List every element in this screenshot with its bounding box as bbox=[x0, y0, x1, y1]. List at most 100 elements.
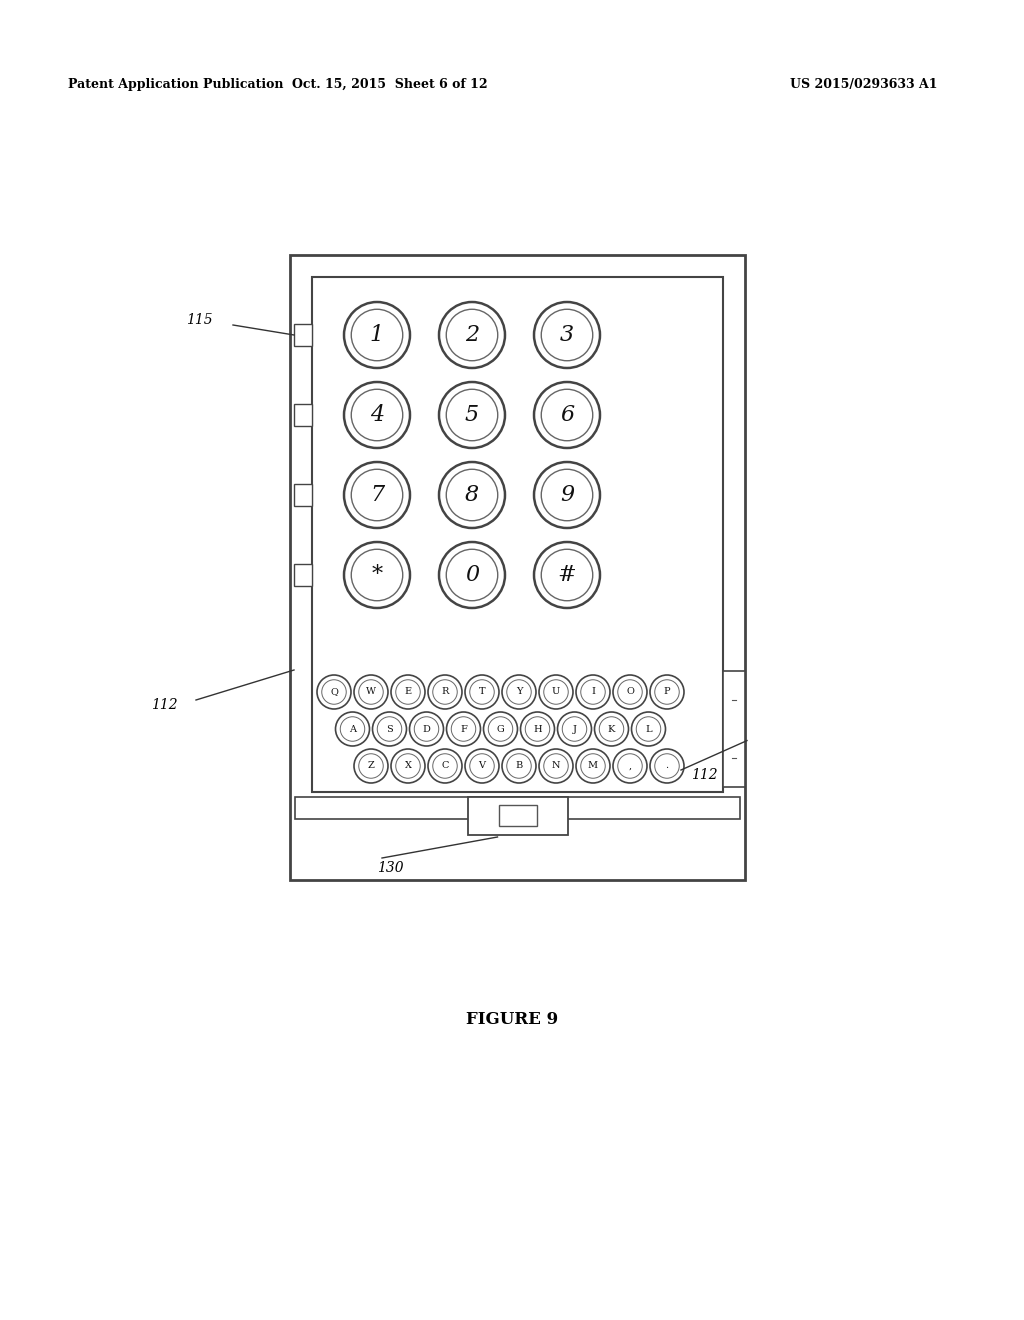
Circle shape bbox=[410, 711, 443, 746]
Circle shape bbox=[534, 543, 600, 609]
Circle shape bbox=[488, 717, 513, 742]
Text: A: A bbox=[349, 725, 356, 734]
Text: P: P bbox=[664, 688, 671, 697]
Bar bbox=[468, 797, 567, 836]
Text: X: X bbox=[404, 762, 412, 771]
Circle shape bbox=[433, 680, 458, 705]
Text: T: T bbox=[478, 688, 485, 697]
Text: ,: , bbox=[629, 762, 632, 771]
Circle shape bbox=[465, 748, 499, 783]
Circle shape bbox=[542, 549, 593, 601]
Text: FIGURE 9: FIGURE 9 bbox=[466, 1011, 558, 1028]
Circle shape bbox=[534, 462, 600, 528]
Circle shape bbox=[581, 680, 605, 705]
Circle shape bbox=[428, 748, 462, 783]
Circle shape bbox=[650, 748, 684, 783]
Circle shape bbox=[575, 675, 610, 709]
Circle shape bbox=[373, 711, 407, 746]
Bar bbox=[295, 797, 740, 818]
Circle shape bbox=[351, 470, 402, 520]
Text: H: H bbox=[534, 725, 542, 734]
Text: 4: 4 bbox=[370, 404, 384, 426]
Text: M: M bbox=[588, 762, 598, 771]
Circle shape bbox=[654, 754, 679, 779]
Circle shape bbox=[358, 754, 383, 779]
Text: Oct. 15, 2015  Sheet 6 of 12: Oct. 15, 2015 Sheet 6 of 12 bbox=[292, 78, 487, 91]
Circle shape bbox=[395, 680, 420, 705]
Circle shape bbox=[539, 675, 573, 709]
Text: US 2015/0293633 A1: US 2015/0293633 A1 bbox=[790, 78, 938, 91]
Text: C: C bbox=[441, 762, 449, 771]
Circle shape bbox=[354, 675, 388, 709]
Text: J: J bbox=[572, 725, 577, 734]
Bar bbox=[499, 805, 537, 826]
Text: O: O bbox=[626, 688, 634, 697]
Text: 115: 115 bbox=[186, 313, 213, 327]
Bar bbox=[723, 671, 745, 787]
Bar bbox=[290, 255, 745, 880]
Circle shape bbox=[542, 470, 593, 520]
Text: 6: 6 bbox=[560, 404, 574, 426]
Text: W: W bbox=[366, 688, 376, 697]
Circle shape bbox=[351, 549, 402, 601]
Circle shape bbox=[534, 302, 600, 368]
Circle shape bbox=[446, 389, 498, 441]
Text: 1: 1 bbox=[370, 323, 384, 346]
Circle shape bbox=[358, 680, 383, 705]
Circle shape bbox=[433, 754, 458, 779]
Circle shape bbox=[525, 717, 550, 742]
Circle shape bbox=[351, 309, 402, 360]
Circle shape bbox=[542, 309, 593, 360]
Circle shape bbox=[654, 680, 679, 705]
Bar bbox=[294, 484, 312, 506]
Circle shape bbox=[391, 748, 425, 783]
Text: *: * bbox=[372, 564, 383, 586]
Text: U: U bbox=[552, 688, 560, 697]
Circle shape bbox=[544, 680, 568, 705]
Text: L: L bbox=[645, 725, 652, 734]
Text: 5: 5 bbox=[465, 404, 479, 426]
Circle shape bbox=[344, 302, 410, 368]
Circle shape bbox=[483, 711, 517, 746]
Circle shape bbox=[636, 717, 660, 742]
Text: 7: 7 bbox=[370, 484, 384, 506]
Circle shape bbox=[439, 462, 505, 528]
Text: D: D bbox=[423, 725, 430, 734]
Circle shape bbox=[575, 748, 610, 783]
Circle shape bbox=[354, 748, 388, 783]
Circle shape bbox=[391, 675, 425, 709]
Circle shape bbox=[557, 711, 592, 746]
Text: 3: 3 bbox=[560, 323, 574, 346]
Text: 112: 112 bbox=[152, 698, 178, 711]
Circle shape bbox=[613, 748, 647, 783]
Circle shape bbox=[470, 754, 495, 779]
Circle shape bbox=[344, 543, 410, 609]
Text: R: R bbox=[441, 688, 449, 697]
Text: Y: Y bbox=[516, 688, 522, 697]
Circle shape bbox=[470, 680, 495, 705]
Circle shape bbox=[446, 309, 498, 360]
Text: Z: Z bbox=[368, 762, 375, 771]
Circle shape bbox=[534, 381, 600, 447]
Circle shape bbox=[344, 462, 410, 528]
Circle shape bbox=[542, 389, 593, 441]
Circle shape bbox=[340, 717, 365, 742]
Text: 8: 8 bbox=[465, 484, 479, 506]
Circle shape bbox=[562, 717, 587, 742]
Text: B: B bbox=[515, 762, 522, 771]
Bar bbox=[294, 404, 312, 426]
Text: V: V bbox=[478, 762, 485, 771]
Circle shape bbox=[395, 754, 420, 779]
Circle shape bbox=[502, 675, 536, 709]
Circle shape bbox=[317, 675, 351, 709]
Circle shape bbox=[581, 754, 605, 779]
Circle shape bbox=[502, 748, 536, 783]
Bar bbox=[312, 277, 723, 792]
Circle shape bbox=[507, 680, 531, 705]
Text: I: I bbox=[591, 688, 595, 697]
Circle shape bbox=[520, 711, 555, 746]
Circle shape bbox=[446, 711, 480, 746]
Circle shape bbox=[544, 754, 568, 779]
Circle shape bbox=[415, 717, 438, 742]
Circle shape bbox=[344, 381, 410, 447]
